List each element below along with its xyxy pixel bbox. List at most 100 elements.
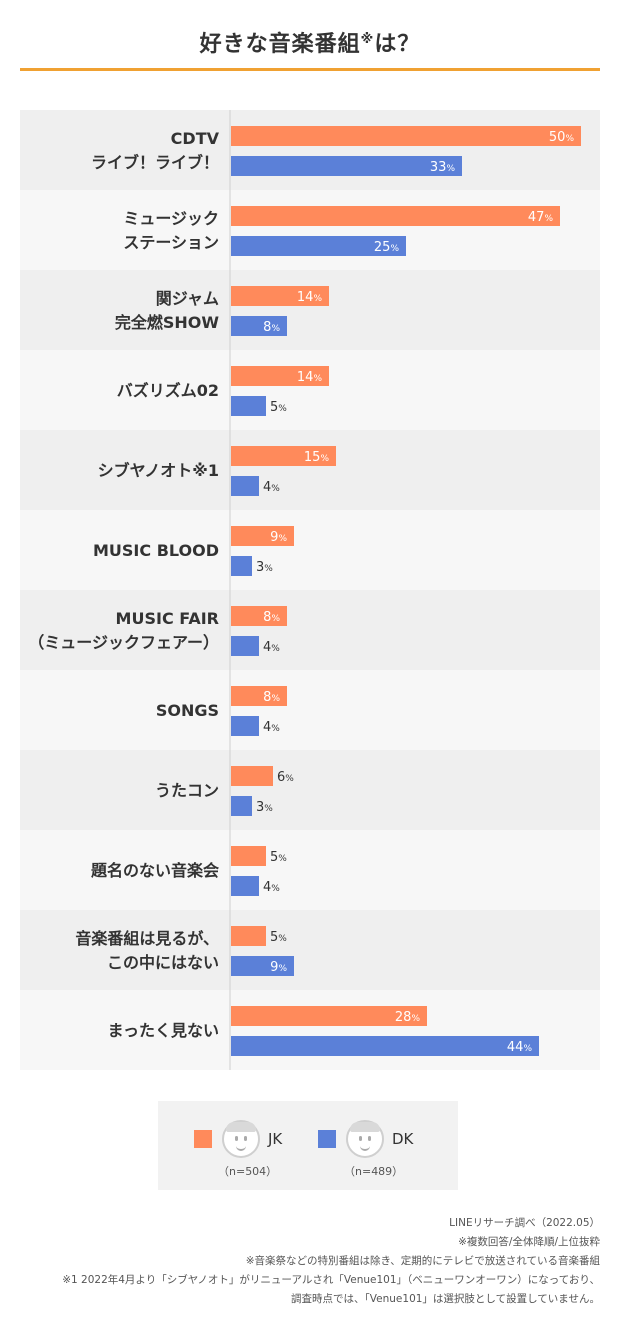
bar-jk: [231, 286, 329, 306]
note-line: ※複数回答/全体降順/上位抜粋: [458, 1236, 600, 1248]
note-line: LINEリサーチ調べ（2022.05）: [449, 1217, 600, 1229]
category-label: まったく見ない: [108, 1021, 219, 1040]
data-label-dk: 3%: [256, 560, 273, 575]
legend-sample-dk: （n=489）: [344, 1165, 404, 1178]
note-line: ※1 2022年4月より「シブヤノオト」がリニューアルされ「Venue101」（…: [62, 1274, 600, 1286]
chart-title-suffix: は？: [374, 32, 421, 57]
category-label: シブヤノオト※1: [98, 461, 219, 480]
row-background: [20, 110, 600, 190]
legend-swatch-dk: [318, 1130, 336, 1148]
data-label-jk: 28%: [395, 1010, 421, 1025]
data-label-dk: 4%: [263, 880, 280, 895]
category-label: 完全燃SHOW: [115, 313, 220, 332]
data-label-jk: 14%: [297, 290, 323, 305]
data-label-jk: 8%: [263, 690, 280, 705]
data-label-dk: 4%: [263, 720, 280, 735]
category-label: CDTV: [171, 129, 220, 148]
bar-jk: [231, 206, 560, 226]
row-background: [20, 590, 600, 670]
bar-dk: [231, 876, 259, 896]
bar-jk: [231, 126, 581, 146]
bar-dk: [231, 716, 259, 736]
data-label-jk: 50%: [549, 130, 575, 145]
category-label: 音楽番組は見るが、: [75, 929, 219, 948]
data-label-jk: 6%: [277, 770, 294, 785]
data-label-dk: 3%: [256, 800, 273, 815]
category-label: （ミュージックフェアー）: [28, 633, 219, 652]
boy-face-icon: [346, 1120, 384, 1158]
data-label-jk: 9%: [270, 530, 287, 545]
bar-dk: [231, 956, 294, 976]
data-label-jk: 47%: [528, 210, 554, 225]
bar-jk: [231, 686, 287, 706]
title-underline: [20, 68, 600, 71]
bar-jk: [231, 526, 294, 546]
category-label: バズリズム02: [117, 381, 219, 400]
category-label: MUSIC BLOOD: [93, 541, 219, 560]
legend: JK DK （n=504） （n=489）: [158, 1101, 458, 1190]
bar-jk: [231, 446, 336, 466]
bar-dk: [231, 556, 252, 576]
row-background: [20, 270, 600, 350]
category-label: ミュージック: [123, 209, 219, 228]
chart-title: 好きな音楽番組※は？: [0, 26, 620, 58]
data-label-jk: 8%: [263, 610, 280, 625]
bar-jk: [231, 766, 273, 786]
legend-swatch-jk: [194, 1130, 212, 1148]
bar-dk: [231, 636, 259, 656]
data-label-jk: 5%: [270, 930, 287, 945]
data-label-dk: 25%: [374, 240, 400, 255]
source-notes: LINEリサーチ調べ（2022.05） ※複数回答/全体降順/上位抜粋 ※音楽祭…: [10, 1214, 600, 1309]
data-label-dk: 8%: [263, 320, 280, 335]
data-label-dk: 33%: [430, 160, 456, 175]
row-background: [20, 510, 600, 590]
category-label: ステーション: [123, 233, 219, 252]
category-label: うたコン: [155, 781, 219, 800]
data-label-dk: 4%: [263, 480, 280, 495]
note-line: ※音楽祭などの特別番組は除き、定期的にテレビで放送されている音楽番組: [245, 1255, 600, 1267]
legend-label-jk: JK: [268, 1130, 283, 1148]
data-label-dk: 4%: [263, 640, 280, 655]
category-label: この中にはない: [107, 953, 219, 972]
legend-item-jk: JK: [194, 1119, 282, 1159]
row-background: [20, 830, 600, 910]
bar-jk: [231, 846, 266, 866]
bar-jk: [231, 926, 266, 946]
legend-label-dk: DK: [392, 1130, 414, 1148]
bar-jk: [231, 366, 329, 386]
category-label: MUSIC FAIR: [116, 609, 219, 628]
bar-dk: [231, 396, 266, 416]
row-background: [20, 350, 600, 430]
row-background: [20, 910, 600, 990]
bar-dk: [231, 1036, 539, 1056]
data-label-dk: 44%: [507, 1040, 533, 1055]
data-label-jk: 5%: [270, 850, 287, 865]
data-label-jk: 15%: [304, 450, 330, 465]
bar-dk: [231, 476, 259, 496]
girl-face-icon: [222, 1120, 260, 1158]
legend-sample-jk: （n=504）: [218, 1165, 278, 1178]
category-label: 題名のない音楽会: [91, 861, 219, 880]
data-label-jk: 14%: [297, 370, 323, 385]
data-label-dk: 5%: [270, 400, 287, 415]
bar-dk: [231, 156, 462, 176]
row-background: [20, 190, 600, 270]
bar-jk: [231, 606, 287, 626]
bar-dk: [231, 796, 252, 816]
category-label: SONGS: [156, 701, 219, 720]
note-line: 調査時点では、「Venue101」は選択肢として設置していません。: [291, 1293, 600, 1305]
row-background: [20, 990, 600, 1070]
bar-dk: [231, 316, 287, 336]
category-label: 関ジャム: [156, 289, 219, 308]
chart-title-text: 好きな音楽番組: [199, 32, 361, 57]
data-label-dk: 9%: [270, 960, 287, 975]
chart-title-mark: ※: [360, 32, 375, 47]
bar-jk: [231, 1006, 427, 1026]
row-background: [20, 670, 600, 750]
row-background: [20, 750, 600, 830]
legend-item-dk: DK: [318, 1119, 413, 1159]
category-label: ライブ！ライブ！: [91, 153, 219, 172]
row-background: [20, 430, 600, 510]
bar-dk: [231, 236, 406, 256]
